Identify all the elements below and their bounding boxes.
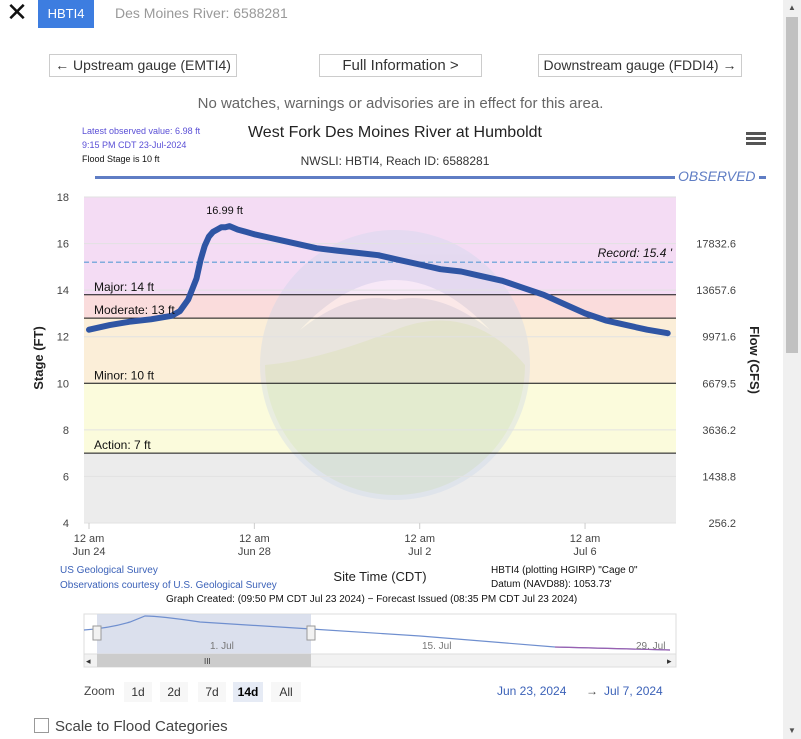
x-tick-label: Jul 6 [573, 546, 596, 558]
scroll-down-icon[interactable]: ▼ [788, 726, 796, 735]
navigator-selection[interactable] [97, 614, 311, 656]
action-flood-band [84, 383, 676, 454]
y2-tick-label: 3636.2 [702, 425, 736, 437]
peak-label: 16.99 ft [206, 205, 243, 217]
zoom-all-button[interactable]: All [271, 682, 301, 702]
scroll-grip-icon: III [204, 657, 211, 666]
scroll-right-icon[interactable]: ▸ [667, 656, 672, 666]
navigator-handle-right[interactable] [306, 625, 316, 641]
x-tick-label: Jun 28 [238, 546, 271, 558]
zoom-2d-button[interactable]: 2d [160, 682, 188, 702]
navigator-handle-left[interactable] [92, 625, 102, 641]
flood-stage-text: Flood Stage is 10 ft [82, 154, 160, 164]
y2-tick-label: 17832.6 [696, 239, 736, 251]
close-button[interactable]: ✕ [6, 0, 28, 27]
major-flood-band [84, 197, 676, 295]
range-arrow: → [586, 684, 598, 698]
latest-observed-time: 9:15 PM CDT 23-Jul-2024 [82, 140, 187, 150]
latest-observation: Latest observed value: 6.98 ft 9:15 PM C… [82, 124, 200, 166]
advisory-notice: No watches, warnings or advisories are i… [197, 95, 604, 112]
navigator-forecast-series [554, 646, 671, 651]
y-tick-label: 4 [63, 518, 69, 530]
y2-axis-title: Flow (CFS) [747, 326, 762, 394]
navigator-label: 15. Jul [422, 641, 451, 652]
x-tick-label: Jun 24 [72, 546, 105, 558]
observed-label: OBSERVED [678, 168, 756, 184]
navigator-label: 29. Jul [636, 641, 665, 652]
noaa-watermark [260, 230, 530, 500]
chart-title: West Fork Des Moines River at Humboldt [247, 124, 542, 141]
navigator-chart[interactable]: 1. Jul 15. Jul 29. Jul III ◂ ▸ [0, 610, 801, 670]
threshold-label-moderate: Moderate: 13 ft [94, 303, 175, 317]
scroll-left-icon[interactable]: ◂ [86, 656, 91, 666]
y-tick-label: 12 [57, 332, 69, 344]
navigator-series [83, 615, 671, 651]
plotting-info: HBTI4 (plotting HGIRP) "Cage 0" [491, 565, 638, 576]
threshold-label-major: Major: 14 ft [94, 280, 155, 294]
x-tick-label: 12 am [404, 533, 435, 545]
scale-flood-categories-label: Scale to Flood Categories [55, 718, 228, 735]
hydrograph-chart[interactable]: 4 6 8 10 12 14 16 18 17832.6 13657.6 9971.6 6679.5… [0, 0, 801, 610]
observed-series-line [86, 223, 671, 337]
page-scrollbar-thumb[interactable] [786, 17, 798, 353]
observed-line [95, 176, 675, 179]
graph-created-info: Graph Created: (09:50 PM CDT Jul 23 2024… [166, 594, 577, 605]
zoom-1d-button[interactable]: 1d [124, 682, 152, 702]
datum-info: Datum (NAVD88): 1053.73' [491, 579, 612, 590]
threshold-label-action: Action: 7 ft [94, 438, 151, 452]
downstream-gauge-button[interactable]: Downstream gauge (FDDI4) → [538, 54, 742, 77]
y-tick-label: 14 [57, 285, 69, 297]
usgs-credit: US Geological Survey [60, 565, 158, 576]
y2-tick-label: 256.2 [708, 518, 736, 530]
zoom-label: Zoom [84, 684, 115, 698]
latest-observed-value: Latest observed value: 6.98 ft [82, 126, 201, 136]
observed-dash [759, 176, 766, 179]
y2-tick-label: 1438.8 [702, 471, 736, 483]
y2-tick-label: 9971.6 [702, 332, 736, 344]
y-tick-label: 18 [57, 192, 69, 204]
y-tick-label: 10 [57, 378, 69, 390]
scroll-up-icon[interactable]: ▲ [788, 3, 796, 12]
minor-flood-band [84, 318, 676, 384]
range-from-input[interactable]: Jun 23, 2024 [497, 684, 567, 698]
y2-tick-label: 6679.5 [702, 378, 736, 390]
x-tick-label: 12 am [74, 533, 105, 545]
x-axis-title: Site Time (CDT) [333, 569, 426, 584]
x-tick-label: 12 am [570, 533, 601, 545]
y-tick-label: 16 [57, 239, 69, 251]
navigator-scrollbar-thumb[interactable] [97, 654, 311, 667]
chart-subtitle: NWSLI: HBTI4, Reach ID: 6588281 [300, 154, 490, 168]
full-information-button[interactable]: Full Information > [319, 54, 482, 77]
y-tick-label: 8 [63, 425, 69, 437]
zoom-7d-button[interactable]: 7d [198, 682, 226, 702]
navigator-label: 1. Jul [210, 641, 234, 652]
normal-band [84, 453, 676, 523]
observations-credit: Observations courtesy of U.S. Geological… [60, 580, 277, 591]
zoom-14d-button[interactable]: 14d [233, 682, 263, 702]
x-tick-label: 12 am [239, 533, 270, 545]
gauge-lid-badge: HBTI4 [38, 0, 94, 28]
x-tick-label: Jul 2 [408, 546, 431, 558]
y-tick-label: 6 [63, 471, 69, 483]
threshold-label-minor: Minor: 10 ft [94, 368, 155, 382]
gauge-title: Des Moines River: 6588281 [115, 5, 288, 21]
y2-tick-label: 13657.6 [696, 285, 736, 297]
range-to-input[interactable]: Jul 7, 2024 [604, 684, 663, 698]
record-label: Record: 15.4 ' [598, 246, 673, 260]
hamburger-menu-icon[interactable] [746, 132, 766, 148]
scale-flood-categories-checkbox[interactable] [34, 718, 49, 733]
moderate-flood-band [84, 294, 676, 319]
y-axis-title: Stage (FT) [31, 326, 46, 390]
upstream-gauge-button[interactable]: ← Upstream gauge (EMTI4) [49, 54, 237, 77]
